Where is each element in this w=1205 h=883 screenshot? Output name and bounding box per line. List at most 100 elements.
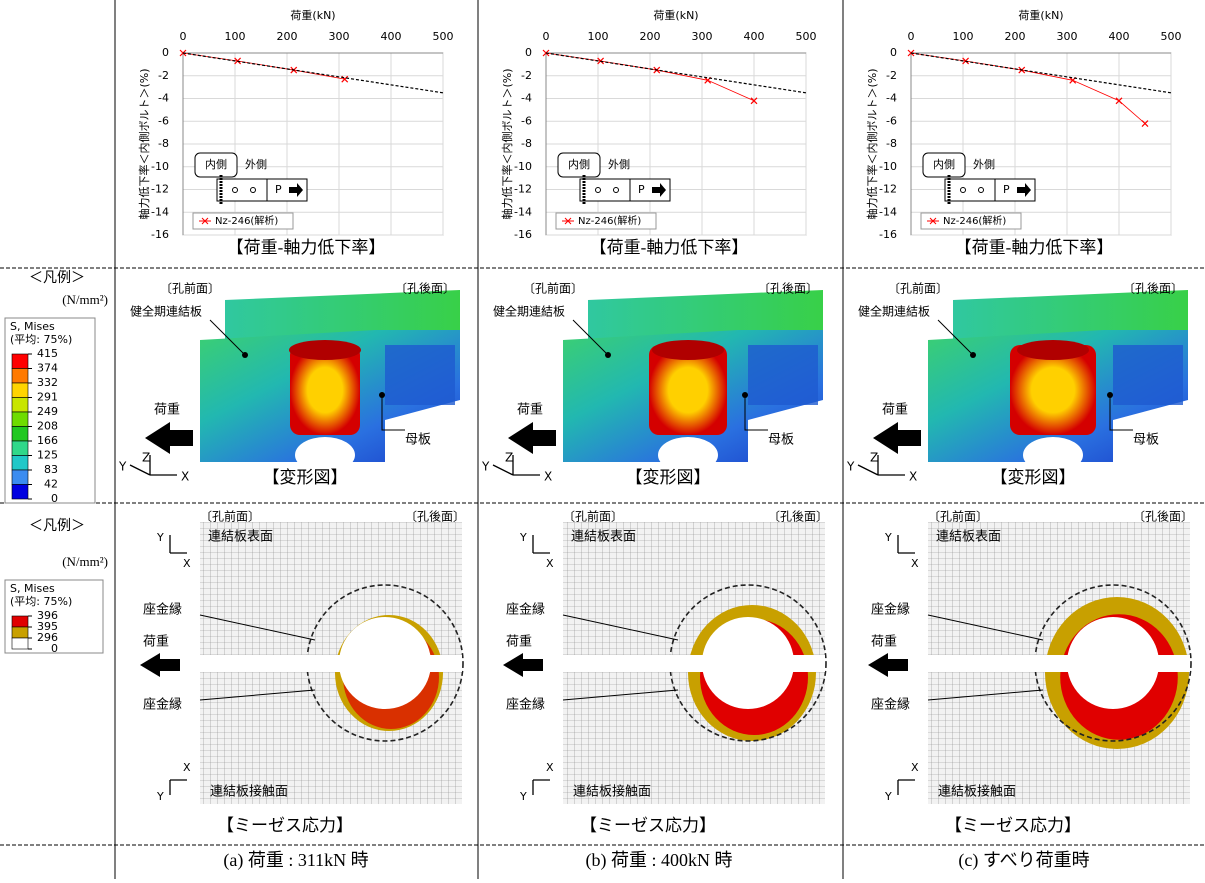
inset-inner-label: 内側 [568,157,590,171]
axis-y: Y [519,531,527,544]
x-tick-label: 500 [433,30,454,43]
surface-label: 連結板表面 [208,530,273,545]
legend-level: 415 [37,347,58,360]
legend-title: ＜凡例＞ [29,270,85,286]
axis-y: Y [519,790,527,803]
x-axis-label: 荷重(kN) [653,8,698,22]
x-tick-label: 100 [225,30,246,43]
inset-inner-label: 内側 [933,157,955,171]
back-label: 〔孔後面〕 [768,510,828,524]
y-tick-label: -2 [521,69,532,82]
legend-level: 208 [37,420,58,433]
legend-swatch [12,398,28,413]
front-label: 〔孔前面〕 [200,509,260,524]
legend-swatch [12,427,28,442]
load-arrow [868,653,908,677]
x-tick-label: 400 [744,30,765,43]
legend-swatch [12,470,28,485]
y-axis-label: 軸力低下率＜内側ボルト＞(%) [500,68,514,219]
figure: 荷重(kN)01002003004005000-2-4-6-8-10-12-14… [0,0,1205,879]
x-tick-label: 300 [692,30,713,43]
plate-label: 健全期連結板 [858,304,930,319]
washer-label: 座金縁 [871,697,910,713]
model-hole-top [652,340,724,360]
front-label: 〔孔前面〕 [888,281,948,296]
legend-level: 42 [44,478,58,491]
inset-outer-label: 外側 [973,158,995,171]
base-label: 母板 [405,433,431,448]
mises-caption: 【ミーゼス応力】 [217,816,353,835]
front-label: 〔孔前面〕 [523,281,583,296]
washer-label: 座金縁 [506,602,545,618]
leader-dot [970,352,976,358]
axis-z: Z [142,451,150,465]
inset-outer-label: 外側 [245,158,267,171]
front-label: 〔孔前面〕 [563,509,623,524]
back-label: 〔孔後面〕 [405,510,465,524]
x-tick-label: 100 [588,30,609,43]
y-tick-label: -12 [879,183,897,196]
mises-caption: 【ミーゼス応力】 [580,816,716,835]
axis-y: Y [481,460,490,474]
x-axis-label: 荷重(kN) [290,8,335,22]
section-gap [928,655,1190,672]
legend-level: 125 [37,449,58,462]
y-tick-label: -4 [521,92,532,105]
axis-z: Z [505,451,513,465]
y-tick-label: -14 [879,205,897,218]
column-caption: (a) 荷重 : 311kN 時 [223,850,368,871]
washer-label: 座金縁 [871,602,910,618]
load-label: 荷重 [506,634,532,650]
load-arrow [503,653,543,677]
column-caption: (b) 荷重 : 400kN 時 [586,850,733,871]
legend-swatch [12,412,28,427]
model-slot [385,345,455,405]
y-tick-label: -12 [514,183,532,196]
washer-label: 座金縁 [506,697,545,713]
axis-triad [170,535,187,553]
legend-title: ＜凡例＞ [29,518,85,534]
axis-x: X [544,470,552,484]
back-label: 〔孔後面〕 [395,282,455,296]
legend-swatch [12,485,28,500]
inset-load-label: P [275,183,282,196]
y-tick-label: -2 [886,69,897,82]
chart-caption: 【荷重-軸力低下率】 [955,238,1114,257]
x-axis-label: 荷重(kN) [1018,8,1063,22]
axis-z: Z [870,451,878,465]
plate-label: 健全期連結板 [493,304,565,319]
legend-label: Nz-246(解析) [215,214,278,227]
contact-label: 連結板接触面 [938,784,1016,800]
axis-x: X [911,557,919,570]
leader-dot [742,392,748,398]
washer-label: 座金縁 [143,602,182,618]
axis-triad [898,780,915,795]
back-label: 〔孔後面〕 [1123,282,1183,296]
inset-inner-label: 内側 [205,157,227,171]
load-arrow [140,653,180,677]
y-tick-label: -4 [158,92,169,105]
legend-swatch [12,456,28,471]
x-tick-label: 200 [640,30,661,43]
legend-subheading: (平均: 75%) [10,595,72,608]
legend-swatch [12,383,28,398]
y-tick-label: -16 [151,228,169,241]
deformation-caption: 【変形図】 [626,468,711,487]
contact-label: 連結板接触面 [210,784,288,800]
leader-dot [379,392,385,398]
back-label: 〔孔後面〕 [1133,510,1193,524]
legend-swatch [12,627,28,638]
x-tick-label: 300 [329,30,350,43]
y-axis-label: 軸力低下率＜内側ボルト＞(%) [137,68,151,219]
y-tick-label: -4 [886,92,897,105]
load-arrow [145,422,193,454]
load-label: 荷重 [154,402,180,418]
washer-label: 座金縁 [143,697,182,713]
axis-y: Y [156,790,164,803]
y-tick-label: -16 [879,228,897,241]
y-tick-label: -12 [151,183,169,196]
y-tick-label: -14 [151,205,169,218]
inset-load-label: P [638,183,645,196]
axis-triad [898,535,915,553]
y-tick-label: -14 [514,205,532,218]
